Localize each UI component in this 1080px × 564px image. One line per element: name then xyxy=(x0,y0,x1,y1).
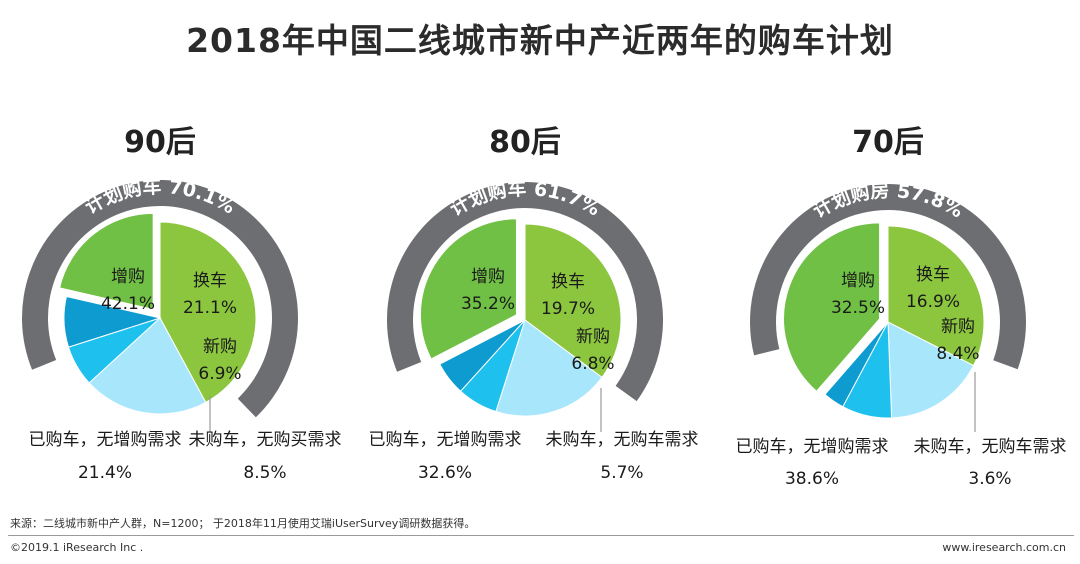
slice-value: 8.5% xyxy=(243,463,286,483)
pie-slice xyxy=(439,319,526,392)
slice-value: 6.9% xyxy=(198,364,241,384)
slice-value: 16.9% xyxy=(906,292,960,312)
slice-name: 增购 xyxy=(111,267,145,287)
slice-name: 未购车，无购车需求 xyxy=(914,437,1067,457)
pie-slice xyxy=(63,295,162,348)
slice-name: 新购 xyxy=(576,327,610,347)
slice-value: 38.6% xyxy=(785,469,839,489)
planning-ring xyxy=(387,182,664,402)
slice-name: 新购 xyxy=(941,317,975,337)
copyright-text: ©2019.1 iResearch Inc . xyxy=(10,541,144,554)
slice-value: 21.4% xyxy=(78,463,132,483)
group-title: 90后 xyxy=(124,125,196,160)
slice-value: 3.6% xyxy=(968,469,1011,489)
pie-slice xyxy=(887,225,985,367)
pie-slice xyxy=(88,317,207,415)
pie-slice xyxy=(58,212,154,311)
slice-value: 5.7% xyxy=(600,463,643,483)
slice-name: 换车 xyxy=(193,271,227,291)
group-title: 80后 xyxy=(489,125,561,160)
slice-value: 42.1% xyxy=(101,294,155,314)
slice-value: 6.8% xyxy=(571,354,614,374)
slice-value: 19.7% xyxy=(541,299,595,319)
footer-divider xyxy=(8,535,1074,536)
group-title: 70后 xyxy=(852,125,924,160)
website-link[interactable]: www.iresearch.com.cn xyxy=(942,541,1066,554)
slice-name: 增购 xyxy=(841,271,875,291)
pie-slice xyxy=(159,221,257,404)
slice-value: 32.5% xyxy=(831,298,885,318)
slice-value: 8.4% xyxy=(936,344,979,364)
slice-name: 未购车，无购买需求 xyxy=(189,430,342,450)
slice-name: 未购车，无购车需求 xyxy=(546,430,699,450)
slice-value: 35.2% xyxy=(461,294,515,314)
source-note: 来源：二线城市新中产人群，N=1200； 于2018年11月使用艾瑞iUserS… xyxy=(10,517,476,530)
pie-slice xyxy=(783,222,881,392)
slice-value: 32.6% xyxy=(418,463,472,483)
slice-name: 已购车，无增购需求 xyxy=(29,430,182,450)
slice-name: 已购车，无增购需求 xyxy=(736,437,889,457)
pie-slice xyxy=(824,321,889,408)
slice-name: 换车 xyxy=(551,272,585,292)
pie-slice xyxy=(495,319,603,417)
slice-name: 新购 xyxy=(203,337,237,357)
slice-name: 换车 xyxy=(916,265,950,285)
pie-slice xyxy=(419,218,517,360)
planning-ring xyxy=(22,180,299,418)
pie-slice xyxy=(524,223,622,379)
pie-slice xyxy=(887,321,975,419)
slice-name: 增购 xyxy=(471,267,505,287)
slice-value: 21.1% xyxy=(183,298,237,318)
planning-ring xyxy=(750,183,1026,370)
page-title: 2018年中国二线城市新中产近两年的购车计划 xyxy=(186,21,894,60)
slice-name: 已购车，无增购需求 xyxy=(369,430,522,450)
